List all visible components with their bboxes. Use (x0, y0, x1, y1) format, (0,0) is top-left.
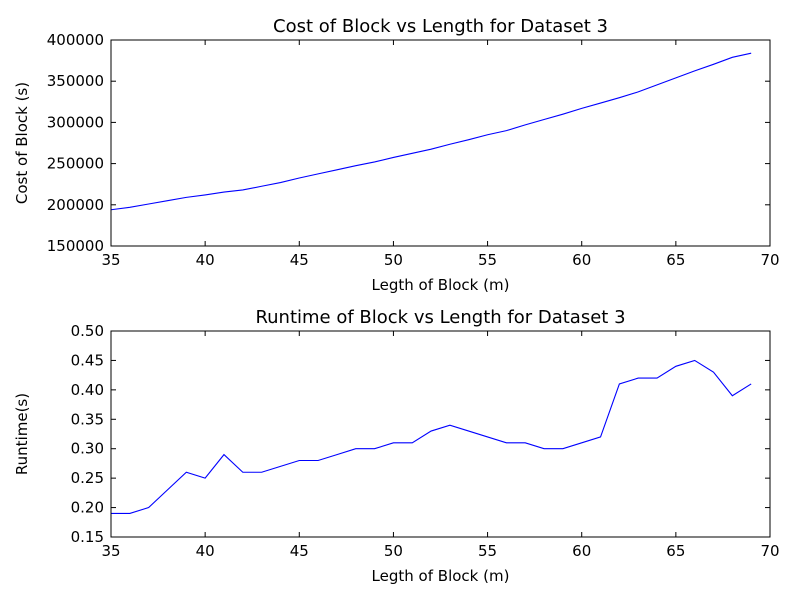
x-tick-label: 45 (290, 251, 309, 269)
x-tick-label: 65 (666, 251, 685, 269)
plot-frame (110, 330, 771, 538)
y-tick-label: 400000 (47, 31, 104, 49)
chart-title: Runtime of Block vs Length for Dataset 3 (255, 307, 625, 328)
y-tick-label: 0.40 (71, 381, 104, 399)
x-tick-label: 70 (760, 251, 779, 269)
y-tick-label: 300000 (47, 113, 104, 131)
y-tick-label: 0.35 (71, 410, 104, 428)
x-tick-label: 40 (196, 542, 215, 560)
y-tick-label: 250000 (47, 155, 104, 173)
y-axis-label: Runtime(s) (13, 393, 31, 475)
x-tick-label: 60 (572, 251, 591, 269)
y-tick-label: 0.30 (71, 440, 104, 458)
y-tick-label: 0.50 (71, 322, 104, 340)
y-tick-label: 0.45 (71, 351, 104, 369)
x-tick-label: 65 (666, 542, 685, 560)
x-tick-label: 60 (572, 542, 591, 560)
y-tick-label: 0.25 (71, 469, 104, 487)
y-tick-label: 150000 (47, 237, 104, 255)
x-axis-label: Legth of Block (m) (372, 567, 510, 585)
x-tick-label: 55 (478, 542, 497, 560)
x-axis-label: Legth of Block (m) (372, 276, 510, 294)
x-tick-label: 50 (384, 542, 403, 560)
chart-title: Cost of Block vs Length for Dataset 3 (273, 16, 608, 37)
y-tick-label: 350000 (47, 72, 104, 90)
x-tick-label: 70 (760, 542, 779, 560)
x-tick-label: 35 (101, 542, 120, 560)
y-tick-label: 0.20 (71, 499, 104, 517)
x-tick-label: 35 (101, 251, 120, 269)
y-tick-label: 0.15 (71, 528, 104, 546)
x-tick-label: 55 (478, 251, 497, 269)
cost-chart: Cost of Block vs Length for Dataset 3 Leg… (13, 16, 780, 294)
x-tick-label: 40 (196, 251, 215, 269)
x-tick-label: 45 (290, 542, 309, 560)
series-line (111, 359, 752, 515)
x-tick-label: 50 (384, 251, 403, 269)
y-tick-label: 200000 (47, 196, 104, 214)
series-line (110, 52, 752, 211)
plot-frame (110, 39, 771, 247)
runtime-chart: Runtime of Block vs Length for Dataset 3… (13, 307, 780, 585)
y-axis-label: Cost of Block (s) (13, 82, 31, 204)
